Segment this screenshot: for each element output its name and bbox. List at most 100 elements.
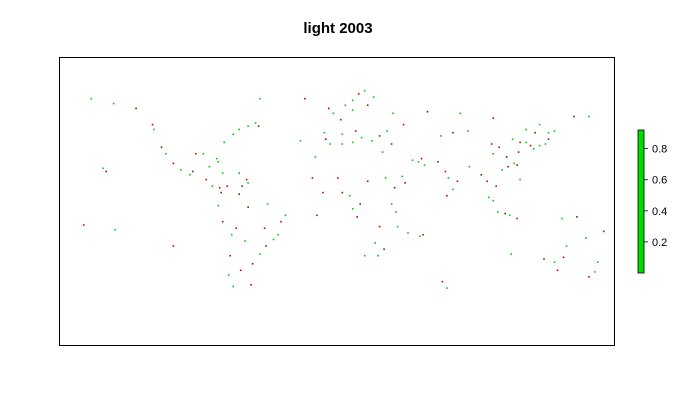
- light-point: [202, 152, 205, 155]
- light-point: [259, 97, 261, 100]
- light-point: [244, 240, 246, 242]
- map-canvas: [82, 89, 605, 289]
- light-point: [378, 135, 381, 137]
- light-point: [508, 214, 511, 217]
- map-title: light 2003: [303, 20, 373, 37]
- light-point: [588, 276, 590, 278]
- light-point: [245, 178, 248, 181]
- light-point: [547, 138, 550, 140]
- light-point: [446, 195, 448, 197]
- light-point: [172, 162, 175, 165]
- light-point: [501, 169, 503, 171]
- legend-tick-label: 0.6: [652, 175, 667, 187]
- light-point: [576, 216, 578, 218]
- light-point: [407, 232, 409, 234]
- light-point: [165, 152, 167, 155]
- light-point: [316, 214, 318, 217]
- light-point: [221, 220, 224, 223]
- light-point: [218, 186, 221, 189]
- light-point: [366, 180, 369, 183]
- light-point: [344, 104, 347, 106]
- light-point: [238, 128, 240, 131]
- light-point: [82, 224, 85, 226]
- light-point: [561, 217, 563, 220]
- light-point: [468, 165, 471, 168]
- light-point: [386, 130, 388, 132]
- light-point: [257, 125, 260, 127]
- light-point: [437, 161, 439, 163]
- light-point: [341, 143, 344, 145]
- light-point: [340, 118, 342, 121]
- legend-tick-label: 0.2: [652, 237, 667, 249]
- light-point: [377, 254, 379, 257]
- light-point: [420, 157, 423, 160]
- light-point: [329, 143, 332, 145]
- legend-tick-label: 0.8: [652, 144, 667, 156]
- light-point: [534, 131, 536, 134]
- light-point: [304, 97, 306, 100]
- light-point: [351, 208, 354, 210]
- light-point: [384, 177, 387, 179]
- light-point: [538, 144, 541, 147]
- light-point: [328, 107, 330, 110]
- light-point: [411, 159, 414, 161]
- light-point: [299, 140, 302, 142]
- light-point: [208, 165, 211, 168]
- light-point: [459, 112, 462, 115]
- light-point: [585, 237, 587, 239]
- legend-color-bar: [637, 129, 645, 274]
- light-point: [492, 117, 494, 119]
- light-point: [480, 174, 483, 176]
- light-point: [444, 170, 447, 173]
- light-point: [90, 97, 92, 100]
- light-point: [265, 245, 267, 247]
- light-point: [447, 177, 450, 179]
- light-point: [426, 110, 429, 113]
- light-point: [495, 185, 497, 187]
- light-point: [160, 146, 163, 149]
- light-point: [556, 269, 559, 272]
- light-point: [452, 188, 454, 191]
- light-point: [553, 130, 556, 132]
- light-point: [135, 107, 137, 110]
- light-point: [238, 193, 240, 195]
- light-point: [251, 263, 254, 265]
- light-point: [452, 131, 454, 134]
- light-point: [280, 220, 282, 223]
- light-point: [189, 174, 191, 176]
- light-point: [235, 227, 237, 229]
- light-point: [250, 284, 252, 286]
- light-point: [211, 185, 214, 187]
- light-point: [247, 206, 249, 208]
- light-point: [272, 238, 275, 241]
- light-point: [467, 130, 469, 132]
- light-point: [419, 235, 421, 238]
- light-point: [417, 161, 420, 163]
- light-point: [374, 242, 376, 244]
- light-point: [247, 125, 249, 127]
- light-point: [543, 258, 545, 260]
- light-point: [337, 177, 339, 179]
- light-point: [223, 141, 225, 144]
- light-point: [422, 233, 424, 236]
- light-point: [381, 151, 384, 153]
- light-point: [562, 256, 565, 259]
- light-point: [573, 115, 575, 118]
- light-point: [401, 175, 403, 178]
- light-point: [247, 182, 249, 184]
- light-point: [390, 143, 393, 145]
- light-point: [519, 141, 521, 144]
- light-point: [220, 191, 222, 194]
- light-point: [390, 203, 393, 205]
- light-point: [153, 128, 155, 131]
- light-point: [351, 99, 354, 102]
- light-point: [239, 269, 242, 272]
- light-point: [349, 195, 351, 197]
- light-point: [217, 161, 219, 163]
- light-point: [230, 233, 233, 236]
- light-point: [359, 203, 361, 205]
- light-point: [325, 138, 327, 140]
- light-point: [423, 164, 426, 166]
- light-point: [597, 261, 599, 263]
- light-point: [363, 254, 366, 257]
